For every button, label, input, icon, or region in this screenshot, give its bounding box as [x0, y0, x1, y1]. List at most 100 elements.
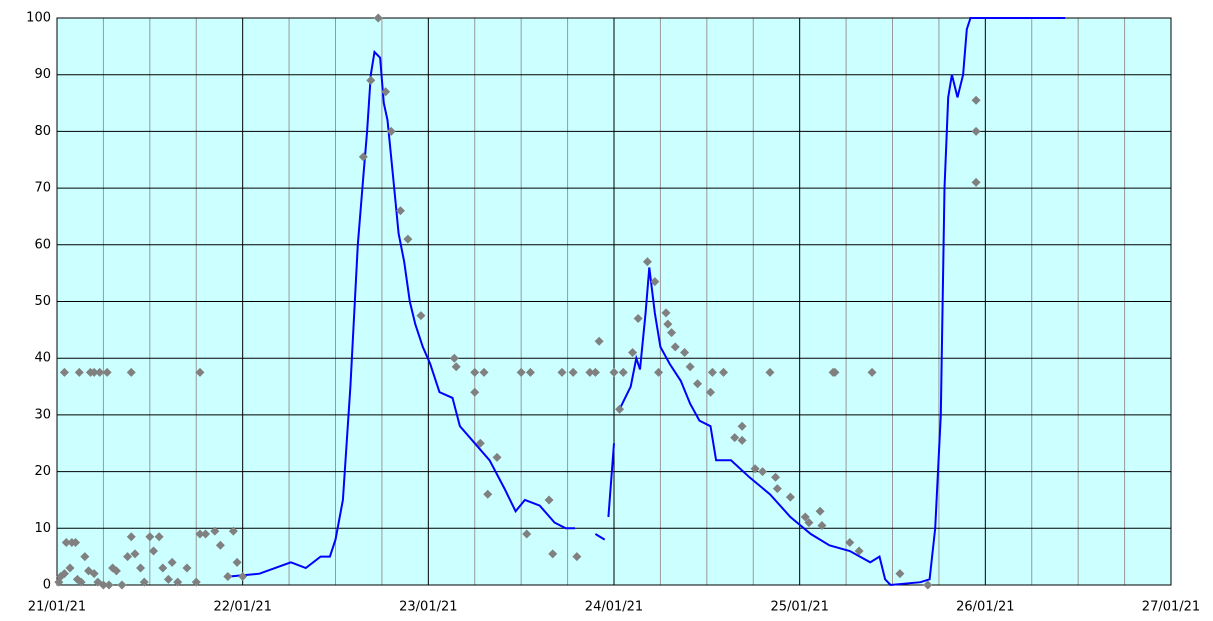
scatter-point: [201, 529, 211, 539]
scatter-point: [548, 549, 558, 559]
scatter-point: [80, 552, 90, 562]
y-tick-label: 90: [34, 67, 51, 82]
scatter-point: [585, 367, 595, 377]
scatter-point: [772, 484, 782, 494]
scatter-point: [706, 387, 716, 397]
y-tick-label: 60: [34, 237, 51, 252]
scatter-point: [89, 367, 99, 377]
scatter-point: [130, 549, 140, 559]
scatter-point: [628, 348, 638, 358]
y-tick-label: 20: [34, 464, 51, 479]
scatter-point: [971, 126, 981, 136]
scatter-point: [854, 546, 864, 556]
scatter-point: [633, 314, 643, 324]
scatter-point: [195, 529, 205, 539]
scatter-point: [89, 569, 99, 579]
scatter-point: [238, 571, 248, 581]
scatter-point: [771, 472, 781, 482]
y-tick-label: 50: [34, 294, 51, 309]
scatter-point: [416, 311, 426, 321]
scatter-point: [615, 404, 625, 414]
scatter-point: [765, 367, 775, 377]
scatter-point: [867, 367, 877, 377]
y-tick-label: 10: [34, 521, 51, 536]
scatter-point: [195, 367, 205, 377]
scatter-point: [117, 580, 127, 590]
scatter-point: [451, 362, 461, 372]
scatter-point: [971, 95, 981, 105]
scatter-point: [65, 563, 75, 573]
scatter-point: [95, 367, 105, 377]
scatter-point: [358, 152, 368, 162]
scatter-point: [228, 526, 238, 536]
scatter-point: [804, 518, 814, 528]
scatter-point: [104, 580, 114, 590]
x-tick-label: 22/01/21: [213, 600, 271, 615]
y-tick-label: 40: [34, 351, 51, 366]
scatter-point: [215, 540, 225, 550]
scatter-point: [737, 435, 747, 445]
scatter-point: [667, 328, 677, 338]
scatter-point: [730, 433, 740, 443]
scatter-point: [191, 577, 201, 587]
scatter-point: [173, 577, 183, 587]
x-tick-label: 24/01/21: [585, 600, 643, 615]
scatter-point: [492, 452, 502, 462]
scatter-point: [650, 277, 660, 287]
scatter-point: [661, 308, 671, 318]
scatter-point: [707, 367, 717, 377]
y-tick-label: 70: [34, 181, 51, 196]
scatter-point: [971, 177, 981, 187]
x-tick-label: 27/01/21: [1142, 600, 1200, 615]
scatter-point: [830, 367, 840, 377]
y-tick-label: 80: [34, 124, 51, 139]
scatter-point: [557, 367, 567, 377]
scatter-point: [693, 379, 703, 389]
scatter-point: [590, 367, 600, 377]
scatter-point: [403, 234, 413, 244]
scatter-point: [609, 367, 619, 377]
scatter-point: [680, 348, 690, 358]
scatter-point: [139, 577, 149, 587]
scatter-point: [654, 367, 664, 377]
scatter-point: [568, 367, 578, 377]
scatter-point: [98, 580, 108, 590]
scatter-point: [126, 367, 136, 377]
scatter-point: [386, 126, 396, 136]
scatter-point: [149, 546, 159, 556]
scatter-point: [154, 532, 164, 542]
scatter-point: [71, 537, 81, 547]
scatter-point: [525, 367, 535, 377]
scatter-point: [111, 566, 121, 576]
scatter-point: [102, 367, 112, 377]
scatter-point: [800, 512, 810, 522]
scatter-point: [758, 467, 768, 477]
scatter-point: [449, 353, 459, 363]
scatter-point: [381, 87, 391, 97]
scatter-point: [59, 367, 69, 377]
scatter-point: [470, 387, 480, 397]
scatter-point: [817, 520, 827, 530]
scatter-point: [618, 367, 628, 377]
scatter-point: [182, 563, 192, 573]
scatter-point: [59, 569, 69, 579]
scatter-point: [516, 367, 526, 377]
scatter-point: [163, 574, 173, 584]
scatter-point: [895, 569, 905, 579]
scatter-point: [210, 526, 220, 536]
scatter-point: [737, 421, 747, 431]
x-tick-label: 21/01/21: [28, 600, 86, 615]
x-tick-label: 23/01/21: [399, 600, 457, 615]
scatter-point: [572, 552, 582, 562]
scatter-point: [470, 367, 480, 377]
scatter-point: [232, 557, 242, 567]
scatter-point: [373, 13, 383, 23]
scatter-point: [923, 580, 933, 590]
scatter-point: [145, 532, 155, 542]
scatter-point: [74, 367, 84, 377]
scatter-point: [366, 75, 376, 85]
scatter-point: [223, 571, 233, 581]
plot-border: [56, 17, 1172, 586]
scatter-point: [845, 537, 855, 547]
